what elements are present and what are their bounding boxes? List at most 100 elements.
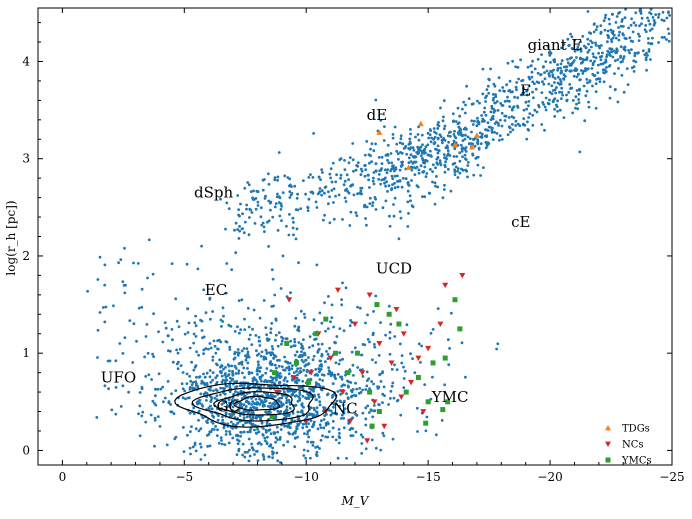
data-point (288, 426, 292, 429)
data-point (410, 179, 413, 182)
data-point (514, 119, 518, 123)
data-point (588, 79, 592, 83)
data-point (479, 174, 482, 177)
data-point (650, 27, 654, 31)
data-point (281, 254, 285, 258)
annotation-label: NC (333, 399, 358, 417)
data-point (309, 190, 313, 194)
data-point (634, 60, 638, 64)
data-point (452, 139, 456, 143)
data-point (409, 165, 413, 169)
data-point (283, 390, 286, 394)
data-point (527, 75, 531, 79)
data-point (443, 156, 446, 160)
ymc-point (293, 360, 299, 366)
data-point (488, 78, 491, 82)
data-point (214, 351, 218, 355)
data-point (269, 208, 272, 212)
data-point (368, 387, 371, 390)
data-point (377, 354, 381, 357)
data-point (660, 18, 664, 22)
data-point (389, 169, 392, 173)
data-point (304, 456, 308, 460)
data-point (254, 431, 258, 435)
data-point (455, 155, 459, 158)
contour-line (233, 395, 281, 411)
data-point (281, 394, 284, 397)
data-point (607, 17, 611, 21)
data-point (295, 379, 298, 383)
data-point (274, 317, 278, 321)
data-point (228, 383, 232, 387)
data-point (211, 371, 215, 374)
data-point (562, 42, 566, 46)
data-point (293, 338, 296, 341)
data-point (461, 139, 465, 143)
data-point (477, 147, 481, 151)
y-axis-label-text: log(r_h [pc]) (4, 200, 18, 275)
data-point (423, 383, 427, 386)
data-point (193, 321, 197, 325)
data-point (275, 451, 279, 455)
data-point (215, 394, 219, 398)
data-point (252, 448, 255, 452)
data-point (527, 84, 531, 88)
data-point (569, 86, 573, 90)
data-point (347, 410, 350, 414)
data-point (491, 117, 495, 121)
data-point (614, 51, 618, 55)
data-point (601, 62, 605, 66)
data-point (381, 206, 385, 210)
data-point (197, 399, 201, 403)
data-point (599, 58, 603, 62)
data-point (452, 133, 456, 136)
data-point (228, 376, 232, 380)
data-point (399, 134, 403, 138)
data-point (601, 68, 605, 72)
data-point (179, 364, 183, 367)
data-point (231, 436, 235, 440)
data-point (235, 453, 239, 456)
data-point (241, 442, 245, 446)
data-point (421, 157, 424, 160)
data-point (270, 268, 274, 272)
data-point (443, 383, 446, 387)
data-point (446, 167, 450, 171)
data-point (496, 121, 500, 125)
data-point (197, 418, 200, 422)
data-point (301, 394, 305, 398)
data-point (476, 99, 479, 103)
data-point (302, 338, 305, 341)
data-point (401, 160, 404, 164)
data-point (350, 394, 354, 398)
data-point (278, 396, 282, 400)
data-point (428, 133, 432, 137)
data-point (311, 440, 315, 444)
data-point (280, 339, 284, 343)
data-point (397, 237, 401, 241)
annotation-label: giant E (528, 36, 583, 54)
data-point (350, 390, 354, 394)
data-point (522, 123, 525, 127)
data-point (331, 419, 335, 423)
data-point (323, 301, 326, 305)
data-point (231, 405, 235, 409)
data-point (392, 396, 396, 400)
data-point (127, 390, 130, 394)
data-point (456, 106, 460, 110)
data-point (307, 435, 311, 439)
data-point (219, 386, 223, 390)
data-point (459, 129, 462, 132)
data-point (255, 403, 259, 406)
data-point (278, 196, 282, 200)
data-point (433, 202, 437, 206)
data-point (336, 456, 340, 460)
data-point (550, 84, 554, 88)
data-point (234, 221, 238, 225)
data-point (138, 434, 142, 438)
data-point (246, 350, 250, 354)
data-point (629, 23, 633, 27)
data-point (393, 181, 396, 185)
data-point (328, 195, 331, 199)
